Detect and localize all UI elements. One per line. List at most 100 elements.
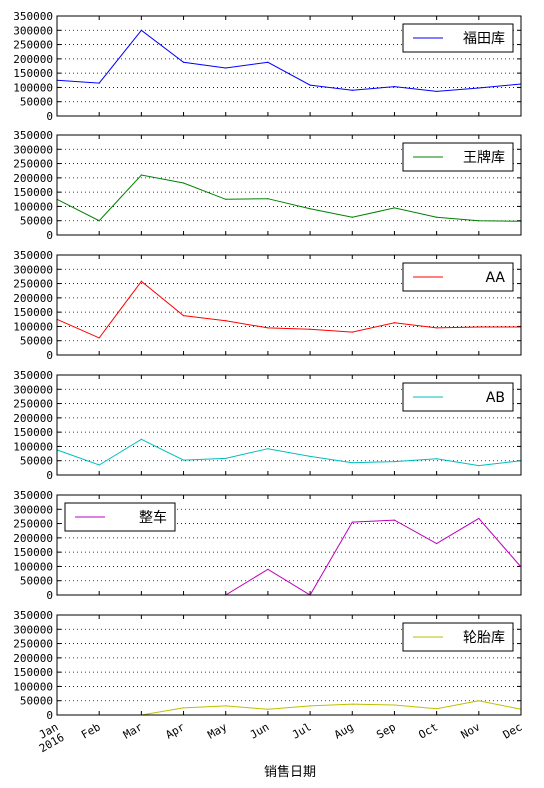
data-point	[393, 519, 396, 521]
data-point	[478, 464, 480, 467]
data-point	[140, 29, 142, 31]
data-point	[182, 61, 185, 63]
y-tick-label: 250000	[13, 518, 53, 531]
data-point	[182, 707, 185, 709]
data-point	[98, 82, 100, 84]
y-tick-label: 0	[46, 589, 53, 602]
data-point	[98, 220, 100, 222]
y-tick-label: 350000	[13, 249, 53, 262]
data-point	[309, 208, 311, 210]
y-tick-label: 300000	[13, 263, 53, 276]
data-point	[436, 458, 438, 460]
data-point	[140, 174, 142, 176]
data-point	[225, 67, 227, 69]
x-tick-label: Oct	[416, 720, 440, 741]
y-tick-label: 0	[46, 110, 53, 123]
x-tick-label: Dec	[501, 720, 525, 741]
x-tick-label: May	[206, 720, 230, 741]
data-point	[478, 700, 480, 702]
y-tick-label: 50000	[20, 695, 53, 708]
y-tick-label: 150000	[13, 426, 53, 439]
x-tick-label: Jul	[290, 720, 314, 741]
data-point	[309, 705, 311, 707]
legend: 王牌库	[402, 142, 514, 172]
data-point	[182, 459, 185, 461]
legend-label: AA	[485, 270, 505, 286]
y-tick-label: 100000	[13, 680, 53, 693]
data-point	[98, 464, 100, 466]
data-point	[267, 708, 269, 710]
series-line-3	[56, 280, 521, 339]
y-tick-label: 200000	[13, 652, 53, 665]
data-point	[393, 322, 396, 324]
legend-label: 整车	[139, 509, 167, 526]
legend: 轮胎库	[402, 622, 514, 652]
data-point	[267, 568, 269, 570]
data-point	[309, 328, 311, 330]
x-tick-label: Sep	[374, 720, 398, 741]
y-tick-label: 200000	[13, 532, 53, 545]
y-tick-label: 150000	[13, 666, 53, 679]
y-tick-label: 350000	[13, 369, 53, 382]
data-point	[267, 327, 269, 329]
data-point	[267, 198, 269, 200]
series-line-1	[56, 29, 522, 92]
data-point	[351, 462, 353, 464]
data-point	[351, 521, 353, 523]
y-tick-label: 150000	[13, 546, 53, 559]
data-point	[351, 89, 353, 91]
legend-label: AB	[486, 390, 505, 406]
y-tick-label: 50000	[20, 96, 53, 109]
y-tick-label: 150000	[13, 306, 53, 319]
legend-label: 王牌库	[463, 149, 505, 166]
y-tick-label: 250000	[13, 398, 53, 411]
y-tick-label: 0	[46, 229, 53, 242]
data-point	[182, 314, 185, 317]
y-tick-label: 350000	[13, 10, 53, 23]
y-tick-label: 100000	[13, 560, 53, 573]
series-line-4	[56, 438, 522, 467]
y-tick-label: 100000	[13, 440, 53, 453]
y-tick-label: 50000	[20, 455, 53, 468]
data-point	[436, 90, 438, 93]
x-tick-label: Feb	[79, 720, 103, 741]
x-tick-label: Jun	[248, 720, 272, 741]
y-tick-label: 200000	[13, 412, 53, 425]
y-tick-label: 350000	[13, 129, 53, 142]
data-point	[140, 438, 142, 440]
plot-frame	[56, 494, 522, 596]
y-tick-label: 100000	[13, 320, 53, 333]
data-point	[225, 705, 227, 707]
data-point	[267, 448, 269, 450]
data-point	[98, 337, 100, 339]
x-tick-label: Mar	[121, 720, 145, 741]
data-point	[182, 182, 185, 184]
legend-label: 福田库	[463, 31, 505, 47]
y-tick-label: 300000	[13, 623, 53, 636]
data-point	[436, 708, 438, 710]
data-point	[393, 460, 396, 463]
y-tick-label: 200000	[13, 53, 53, 66]
y-tick-label: 300000	[13, 383, 53, 396]
data-point	[140, 280, 142, 282]
y-tick-label: 350000	[13, 489, 53, 502]
y-tick-label: 300000	[13, 503, 53, 516]
legend: AB	[402, 382, 514, 412]
data-point	[478, 87, 480, 89]
data-point	[351, 216, 353, 218]
data-point	[225, 457, 227, 460]
plot-frame	[56, 15, 522, 117]
x-tick-label: Aug	[332, 720, 356, 741]
y-tick-label: 150000	[13, 67, 53, 80]
data-point	[478, 517, 480, 520]
legend: AA	[402, 262, 514, 292]
y-tick-label: 100000	[13, 81, 53, 94]
plot-frame	[56, 374, 522, 476]
y-tick-label: 250000	[13, 638, 53, 651]
y-tick-label: 200000	[13, 172, 53, 185]
